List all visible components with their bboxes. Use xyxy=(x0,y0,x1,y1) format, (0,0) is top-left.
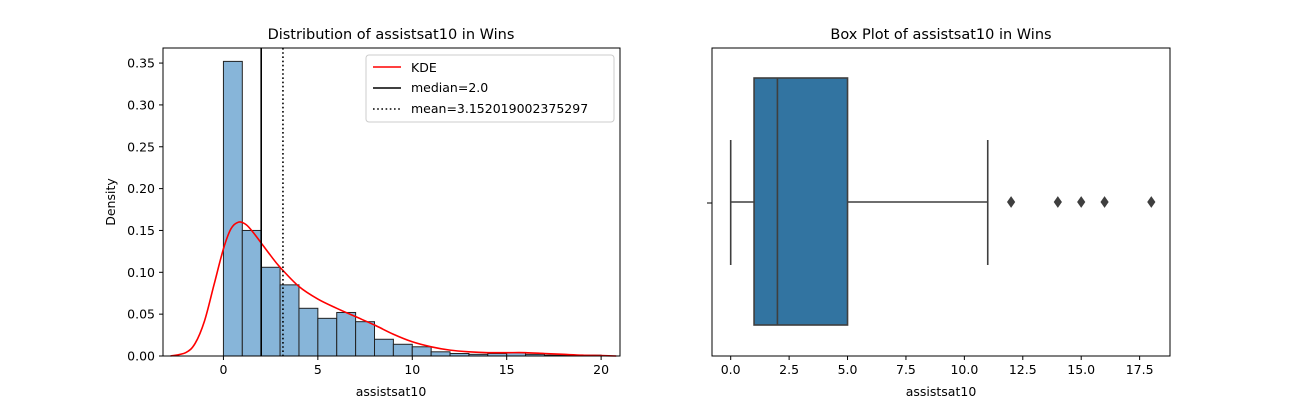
histogram-bar xyxy=(279,284,300,357)
histogram-bar xyxy=(241,229,262,357)
legend-median-label: median=2.0 xyxy=(411,80,488,95)
hist-y-tick-label: 0.10 xyxy=(127,265,155,280)
hist-x-ticks: 0 5 10 15 20 xyxy=(219,356,609,377)
outlier-point xyxy=(1053,196,1062,208)
hist-y-tick-label: 0.35 xyxy=(127,56,155,71)
reference-lines xyxy=(260,48,284,356)
histogram-bar xyxy=(336,311,357,357)
histogram-bar xyxy=(355,321,376,357)
outlier-point xyxy=(1006,196,1016,208)
histogram-bar xyxy=(298,307,319,357)
legend: KDE median=2.0 mean=3.152019002375297 xyxy=(365,54,615,123)
box-axes-frame xyxy=(711,47,1171,357)
boxplot-panel: Box Plot of assistsat10 in Wins 0.0 2.5 5.… xyxy=(707,27,1171,399)
box-x-tick-label: 7.5 xyxy=(896,362,916,377)
hist-x-tick-label: 10 xyxy=(404,362,420,377)
histogram-bar xyxy=(430,351,451,357)
box-x-axis-label: assistsat10 xyxy=(906,384,977,399)
outlier-point xyxy=(1100,196,1109,208)
hist-axes-frame xyxy=(162,47,621,357)
hist-x-axis-label: assistsat10 xyxy=(356,384,427,399)
kde-curve-group xyxy=(170,221,617,357)
histogram-bar xyxy=(260,266,281,357)
hist-x-tick-label: 0 xyxy=(219,362,227,377)
hist-y-tick-label: 0.15 xyxy=(127,223,155,238)
histogram-bar xyxy=(317,317,338,357)
box-title: Box Plot of assistsat10 in Wins xyxy=(830,27,1051,43)
hist-y-tick-label: 0.05 xyxy=(127,307,155,322)
histogram-bar xyxy=(374,338,394,357)
legend-kde-label: KDE xyxy=(411,60,437,75)
hist-x-tick-label: 5 xyxy=(314,362,322,377)
hist-x-tick-label: 15 xyxy=(499,362,515,377)
legend-mean-label: mean=3.152019002375297 xyxy=(411,101,588,116)
hist-y-axis-label: Density xyxy=(103,178,118,226)
hist-title: Distribution of assistsat10 in Wins xyxy=(268,27,515,43)
histogram-bar xyxy=(222,60,243,357)
iqr-box xyxy=(753,77,849,326)
box-x-tick-label: 5.0 xyxy=(838,362,858,377)
box-x-tick-label: 12.5 xyxy=(1009,362,1037,377)
hist-y-tick-label: 0.00 xyxy=(127,349,155,364)
box-x-tick-label: 15.0 xyxy=(1067,362,1095,377)
histogram-bar xyxy=(392,343,413,357)
box-plot-group xyxy=(729,77,1156,326)
histogram-bar xyxy=(411,346,432,357)
box-x-tick-label: 10.0 xyxy=(950,362,978,377)
box-x-tick-label: 17.5 xyxy=(1126,362,1154,377)
hist-y-tick-label: 0.25 xyxy=(127,139,155,154)
hist-y-tick-label: 0.30 xyxy=(127,97,155,112)
box-x-tick-label: 2.5 xyxy=(779,362,799,377)
hist-y-ticks: 0.00 0.05 0.10 0.15 0.20 0.25 0.30 0.35 xyxy=(127,56,163,364)
box-x-ticks: 0.0 2.5 5.0 7.5 10.0 12.5 15.0 17.5 xyxy=(721,356,1154,377)
kde-curve xyxy=(170,221,617,357)
hist-x-tick-label: 20 xyxy=(593,362,609,377)
hist-y-tick-label: 0.20 xyxy=(127,181,155,196)
histogram-panel: Distribution of assistsat10 in Wins 0 5 10… xyxy=(103,27,621,399)
box-x-tick-label: 0.0 xyxy=(721,362,741,377)
legend-box xyxy=(365,54,615,123)
outlier-point xyxy=(1147,196,1156,208)
outlier-point xyxy=(1077,196,1086,208)
